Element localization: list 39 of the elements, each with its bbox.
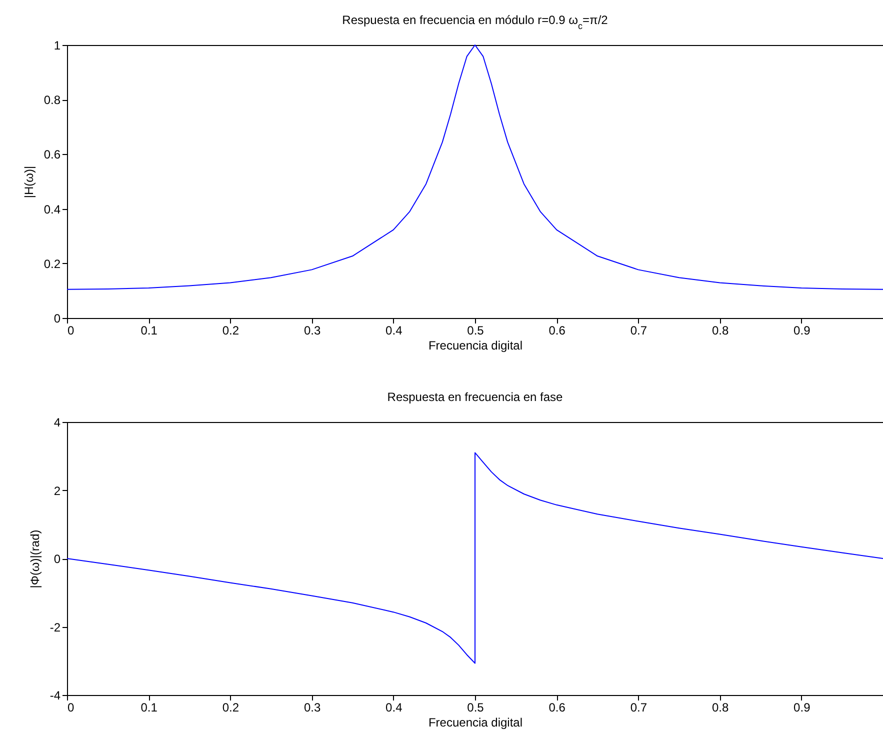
chart-title: Respuesta en frecuencia en módulo r=0.9 ω$_{c}$=π/2 xyxy=(342,13,608,31)
y-tick-label: 0.8 xyxy=(44,93,61,108)
line-series xyxy=(66,452,883,664)
y-tick-label: -4 xyxy=(50,688,61,702)
y-tick-label: 0 xyxy=(54,552,61,566)
x-tick-label: 0.9 xyxy=(794,324,811,338)
x-tick-label: 0.8 xyxy=(712,700,729,714)
x-tick-label: 0.5 xyxy=(467,324,484,338)
y-axis-title: |Φ(ω)|(rad) xyxy=(28,530,42,588)
x-tick-label: 0.5 xyxy=(467,700,484,714)
y-tick-label: 0.6 xyxy=(44,148,61,162)
x-tick-label: 0.9 xyxy=(794,700,811,714)
x-tick-label: 0.4 xyxy=(386,324,403,338)
y-tick-label: 2 xyxy=(54,484,61,498)
x-axis-title: Frecuencia digital xyxy=(428,338,523,352)
line-series xyxy=(66,44,883,290)
y-tick-label: 0.2 xyxy=(44,256,61,271)
y-tick-label: 1 xyxy=(54,38,61,52)
x-tick-label: 0.7 xyxy=(630,700,648,714)
x-tick-label: 0.1 xyxy=(140,324,158,338)
x-tick-label: 0 xyxy=(68,324,74,338)
x-tick-label: 0.1 xyxy=(140,700,158,714)
x-tick-label: 0.3 xyxy=(304,324,321,338)
y-tick-label: -2 xyxy=(50,620,61,634)
y-tick-label: 0.4 xyxy=(44,202,61,216)
x-tick-label: 0.8 xyxy=(712,324,729,338)
y-tick-label: 4 xyxy=(54,416,61,430)
x-tick-label: 0.3 xyxy=(304,700,321,714)
x-axis-title: Frecuencia digital xyxy=(428,716,523,730)
x-tick-label: 0.4 xyxy=(386,700,403,714)
x-tick-label: 0.6 xyxy=(548,700,566,714)
x-tick-label: 0.2 xyxy=(222,324,240,338)
chart-title: Respuesta en frecuencia en fase xyxy=(387,390,564,404)
x-tick-label: 0.6 xyxy=(548,324,566,338)
y-tick-label: 0 xyxy=(54,312,61,326)
x-tick-label: 0.2 xyxy=(222,700,240,714)
y-axis-title: |H(ω)| xyxy=(22,166,36,198)
x-tick-label: 0.7 xyxy=(630,324,648,338)
x-tick-label: 0 xyxy=(68,700,74,714)
